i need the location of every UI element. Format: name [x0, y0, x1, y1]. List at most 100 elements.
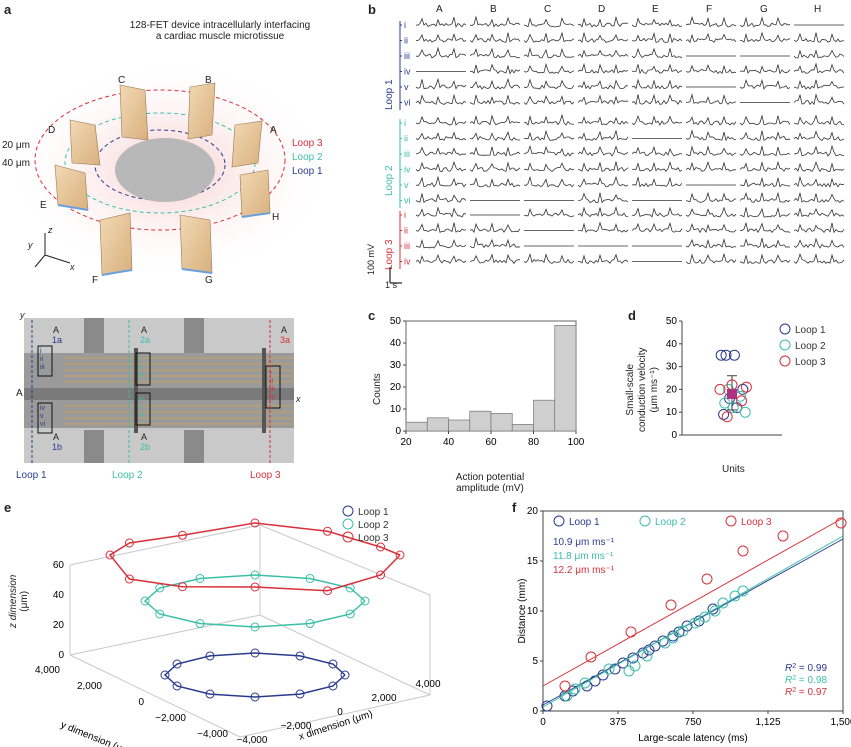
trace-loop2-i-f [685, 115, 737, 126]
e-loop-path [163, 652, 346, 698]
trace-loop3-iv-d [577, 253, 629, 264]
trace-loop3-ii-b [469, 222, 521, 233]
trace-loop3-iv-h [793, 252, 845, 265]
e-loop-point [160, 670, 170, 680]
dim-20um: 20 μm [2, 140, 30, 151]
e-loop-point [250, 518, 260, 528]
trace-loop2-iii-b [469, 146, 521, 157]
e-loop-point [395, 550, 405, 560]
trace-loop3-iii-h [793, 237, 845, 249]
d-point [721, 411, 733, 423]
loop2-row-label: iv [404, 165, 411, 175]
c-ytick-label: 50 [390, 316, 402, 327]
panel-c-letter: c [368, 308, 376, 323]
e-ztick-label: 20 [53, 620, 65, 631]
a2-loop1-label: Loop 1 [16, 470, 47, 481]
trace-loop2-v-a [415, 175, 467, 188]
trace-loop2-iv-d [577, 161, 629, 172]
trace-loop1-iii-d [577, 49, 629, 59]
e-loop-point [178, 530, 187, 540]
f-point [597, 669, 609, 681]
electrode-label-b: B [205, 75, 212, 86]
d-point [728, 349, 740, 361]
e-ytick-label: 2,000 [77, 681, 102, 692]
e-ztick-label: 40 [53, 590, 65, 601]
c-xtick-label: 40 [443, 437, 455, 448]
d-point [727, 402, 739, 414]
trace-loop2-i-c [523, 113, 575, 126]
trace-loop1-i-a [415, 17, 467, 28]
trace-loop2-v-e [631, 176, 683, 188]
a2-label-a4: A [53, 432, 60, 442]
trace-loop1-iv-f [685, 64, 737, 75]
e-legend-marker [342, 505, 354, 517]
loop3-row-label: i [404, 210, 406, 220]
dim-40um: 40 μm [2, 158, 30, 169]
d-legend-label: Loop 1 [795, 325, 826, 336]
c-ytick-label: 0 [395, 426, 401, 437]
d-legend-label: Loop 2 [795, 341, 826, 352]
trace-loop3-iii-a [415, 238, 467, 249]
e-floor-edge [259, 614, 431, 696]
trace-loop1-iv-b [469, 63, 521, 75]
e-loop-point [195, 573, 205, 583]
trace-loop1-ii-b [469, 32, 521, 43]
trace-loop3-ii-d [578, 221, 629, 234]
e-floor-edge [69, 614, 261, 656]
f-ytick-label: 15 [527, 556, 539, 567]
trace-loop2-iii-f [685, 145, 737, 157]
c-bar [554, 325, 577, 432]
trace-loop1-iv-g [739, 64, 791, 75]
f-point [641, 650, 653, 662]
f-xlabel: Large-scale latency (ms) [638, 733, 747, 744]
e-ylabel: y dimension (μm) [59, 720, 134, 747]
device-3d-illustration [5, 60, 335, 280]
axes-triad [34, 233, 71, 268]
c-ytick-label: 40 [390, 338, 402, 349]
e-top-edge [259, 524, 431, 596]
c-xtick-label: 20 [400, 437, 412, 448]
electrode-label-a: A [270, 125, 277, 136]
latency-distance-chart: 0 5 10 15 20 0 375 750 1,125 1,500 Large-scale lat… [517, 506, 851, 744]
e-xtick-label: −2,000 [281, 721, 312, 732]
trace-loop1-ii-g [739, 31, 791, 43]
trace-loop3-i-f [685, 206, 737, 218]
e-loop-point [305, 573, 315, 583]
e-floor-edge [69, 654, 241, 738]
c-bar [448, 419, 471, 432]
trace-loop2-ii-b [469, 131, 520, 142]
f-xtick-label: 750 [685, 717, 702, 728]
f-point [581, 680, 593, 692]
f-point [629, 660, 641, 672]
panel-f-letter: f [512, 500, 517, 515]
e-loop-point [323, 526, 332, 536]
f-ytick-label: 5 [532, 656, 538, 667]
e-loop-point [376, 570, 386, 580]
panel-a-title-line1: 128-FET device intracellularly interfaci… [129, 20, 311, 31]
trace-loop1-iii-b [469, 47, 521, 59]
loop2-row-label: v [404, 180, 409, 190]
f-point [777, 530, 789, 542]
histogram-chart: 0 10 20 30 40 50 20 40 60 80 100 [390, 316, 585, 448]
e-loop-point [360, 596, 370, 606]
e-loop-point [155, 609, 165, 619]
a2-tag-1b: 1b [52, 442, 63, 452]
trace-loop2-v-h [793, 175, 845, 188]
trace-loop3-i-a [415, 206, 467, 218]
d-legend-marker [779, 339, 791, 351]
c-ytick-label: 10 [390, 404, 402, 415]
d-legend-marker [779, 355, 791, 367]
d-point [719, 397, 731, 409]
d-legend-marker [779, 323, 791, 335]
trace-loop1-iii-e [631, 47, 683, 59]
f-xtick-label: 1,500 [830, 717, 851, 728]
e-loop-point [178, 582, 187, 592]
e-loop-point [250, 622, 260, 632]
e-ytick-label: −2,000 [155, 713, 186, 724]
f-point [701, 573, 713, 585]
trace-loop2-v-g [739, 176, 791, 188]
panel-a-title-line2: a cardiac muscle microtissue [155, 31, 285, 42]
a2-tag-1a: 1a [52, 335, 63, 345]
trace-loop2-iv-h [793, 161, 845, 173]
